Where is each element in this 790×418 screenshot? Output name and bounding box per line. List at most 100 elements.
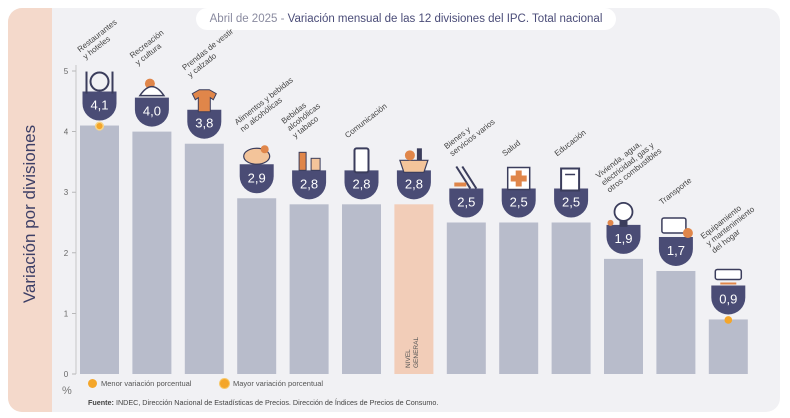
value-badge <box>449 188 484 218</box>
basket-body <box>399 159 429 173</box>
value-badge <box>344 170 379 200</box>
title-main: Variación mensual de las 12 divisiones d… <box>287 13 603 25</box>
umbrella-shape <box>138 85 166 97</box>
source-text: INDEC, Dirección Nacional de Estadística… <box>115 398 439 407</box>
max-marker <box>94 121 105 131</box>
data-label: 1,7 <box>667 243 685 258</box>
category-label-line: Comunicación <box>343 102 388 140</box>
unit-label: % <box>62 385 72 397</box>
legend-min-marker <box>88 379 97 388</box>
y-tick-label: 0 <box>64 370 69 379</box>
food-icon <box>243 145 271 165</box>
basket-icon <box>399 148 429 173</box>
data-label: 0,9 <box>719 291 737 306</box>
category-label: Educación <box>553 128 588 158</box>
card-dot <box>682 227 693 238</box>
value-badge <box>554 188 589 218</box>
bar <box>132 131 172 374</box>
value-badge <box>606 224 641 254</box>
y-tick-label: 4 <box>64 128 69 137</box>
value-badge <box>501 188 536 218</box>
basket-item <box>404 150 415 161</box>
y-tick-label: 5 <box>64 67 69 76</box>
source-note: Fuente: INDEC, Dirección Nacional de Est… <box>88 398 438 407</box>
comb-icon <box>454 165 478 190</box>
book-icon <box>560 167 581 192</box>
category-label: Vivienda, agua,electricidad, gas yotros … <box>594 132 663 194</box>
data-label: 2,5 <box>562 195 580 210</box>
source-label: Fuente: <box>88 398 114 407</box>
value-badge <box>239 164 274 194</box>
bar-inline-label-line: GENERAL <box>413 337 420 368</box>
data-label: 1,9 <box>614 231 632 246</box>
bulb-base <box>619 220 628 227</box>
y-tick-label: 2 <box>64 249 69 258</box>
bar <box>184 143 224 374</box>
y-tick-label: 1 <box>64 309 69 318</box>
shirt-shape <box>191 89 217 113</box>
category-label: Prendas de vestiry calzado <box>180 27 240 80</box>
bar <box>656 270 696 374</box>
data-label: 4,1 <box>90 98 108 113</box>
category-label: Transporte <box>658 175 694 206</box>
chart-title: Abril de 2025 - Variación mensual de las… <box>196 8 616 30</box>
category-label: Equipamientoy mantenimientodel hogar <box>699 197 762 255</box>
legend-min: Menor variación porcentual <box>88 379 191 388</box>
category-label: Recreacióny cultura <box>128 28 171 67</box>
bar <box>342 204 381 374</box>
category-label: Comunicación <box>343 102 388 140</box>
value-badge <box>82 91 117 121</box>
category-label-line: Educación <box>553 128 588 158</box>
cross-shape <box>510 170 527 187</box>
card-shape <box>661 217 687 234</box>
bar <box>499 222 539 374</box>
bar <box>289 204 329 374</box>
bar <box>80 125 119 374</box>
legend-min-label: Menor variación porcentual <box>101 379 192 388</box>
glass-shape <box>310 157 321 171</box>
basket-bottle <box>416 148 422 161</box>
y-tick-label: 3 <box>64 188 69 197</box>
data-label: 4,0 <box>143 104 161 119</box>
restaurant-icon <box>85 71 114 94</box>
plate-shape <box>89 71 110 92</box>
bar <box>237 198 277 374</box>
data-label: 2,9 <box>248 170 266 185</box>
title-date: Abril de 2025 <box>209 13 278 25</box>
transport-card-icon <box>661 217 693 238</box>
recreation-icon <box>138 78 166 97</box>
bar-inline-label-line: NIVEL <box>405 349 412 368</box>
title-separator: - <box>277 13 288 25</box>
bar-inline-label: NIVELGENERAL <box>405 337 420 368</box>
data-label: 2,8 <box>352 176 370 191</box>
legend-max: Mayor variación porcentual <box>220 379 323 388</box>
phone-body <box>353 147 370 174</box>
value-badge <box>711 285 746 315</box>
min-marker <box>724 316 733 324</box>
flame-dot <box>607 219 614 226</box>
bar <box>551 222 591 374</box>
value-badge <box>187 109 222 139</box>
bottle-shape <box>298 151 307 171</box>
data-label: 2,8 <box>405 176 423 191</box>
data-label: 2,5 <box>457 195 475 210</box>
category-label: Restaurantesy hoteles <box>76 18 125 61</box>
bar <box>446 222 486 374</box>
bulb-glass <box>613 201 634 222</box>
fruit-shape <box>260 145 269 154</box>
ac-unit <box>714 268 743 281</box>
phone-icon <box>353 147 370 174</box>
bar <box>708 319 748 374</box>
book-body <box>560 167 581 192</box>
bar <box>604 258 643 374</box>
comb-shape <box>454 182 467 187</box>
lightbulb-icon <box>607 201 634 227</box>
value-badge <box>134 97 169 127</box>
category-label: Bebidasalcohólicasy tabaco <box>280 94 328 140</box>
health-icon <box>506 166 531 191</box>
data-label: 2,8 <box>300 176 318 191</box>
side-band <box>8 8 52 412</box>
bar <box>394 204 434 374</box>
value-badge <box>292 170 327 200</box>
